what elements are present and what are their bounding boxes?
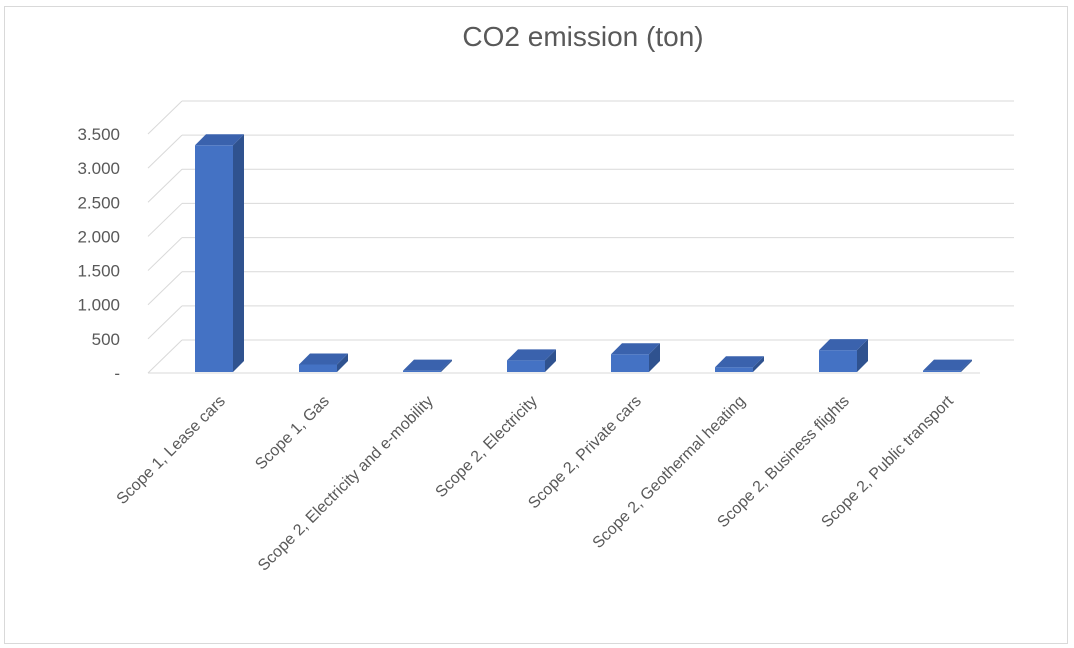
y-tick-label: 500 bbox=[92, 330, 120, 349]
bar bbox=[611, 343, 660, 372]
y-tick-label: 3.500 bbox=[77, 125, 120, 144]
bar bbox=[923, 359, 972, 372]
gridline-depth bbox=[147, 305, 183, 340]
bar-front bbox=[403, 370, 441, 372]
bar bbox=[819, 339, 868, 372]
bar-side bbox=[649, 343, 660, 372]
bar-side bbox=[545, 349, 556, 372]
y-tick-label: 1.000 bbox=[77, 296, 120, 315]
y-tick-label: 2.500 bbox=[77, 193, 120, 212]
chart-title: CO2 emission (ton) bbox=[462, 21, 703, 52]
bars bbox=[195, 134, 972, 372]
y-tick-label: 1.500 bbox=[77, 262, 120, 281]
x-tick-label: Scope 2, Electricity and e-mobility bbox=[255, 393, 437, 575]
bar bbox=[507, 349, 556, 372]
bar-front bbox=[195, 145, 233, 372]
y-axis: - 500 1.000 1.500 2.000 2.500 3.000 3.500 bbox=[77, 125, 120, 383]
gridline-depth bbox=[147, 168, 183, 203]
bar-side bbox=[753, 356, 764, 372]
x-tick-label: Scope 2, Private cars bbox=[525, 393, 645, 513]
gridline-depth bbox=[147, 203, 183, 237]
bar-front bbox=[507, 360, 545, 372]
bar-top bbox=[299, 353, 348, 365]
x-tick-label: Scope 1, Gas bbox=[252, 393, 333, 474]
bar-top bbox=[195, 134, 244, 146]
chart-frame bbox=[4, 6, 1068, 644]
y-tick-label: 3.000 bbox=[77, 159, 120, 178]
bar-front bbox=[299, 364, 337, 372]
bar-top bbox=[611, 343, 660, 355]
bar-top bbox=[403, 359, 452, 371]
bar-side bbox=[233, 134, 244, 372]
bar bbox=[195, 134, 244, 372]
bar-front bbox=[611, 354, 649, 372]
bar-front bbox=[923, 370, 961, 372]
bar-front bbox=[715, 367, 753, 372]
bar-top bbox=[507, 349, 556, 361]
bar-side bbox=[961, 359, 972, 372]
bar-side bbox=[337, 353, 348, 372]
bar-side bbox=[857, 339, 868, 372]
bar-front bbox=[819, 350, 857, 372]
gridline-depth bbox=[147, 134, 183, 169]
bar-top bbox=[923, 359, 972, 371]
y-tick-label: - bbox=[114, 364, 120, 383]
gridline-depth bbox=[147, 339, 183, 374]
bar bbox=[715, 356, 764, 372]
x-tick-label: Scope 1, Lease cars bbox=[114, 393, 229, 508]
gridline-depth bbox=[147, 271, 183, 306]
bar-top bbox=[715, 356, 764, 368]
gridline-depth bbox=[147, 237, 183, 271]
gridlines bbox=[147, 100, 1014, 374]
bar bbox=[403, 359, 452, 372]
bar-side bbox=[441, 359, 452, 372]
x-tick-label: Scope 2, Electricity bbox=[433, 393, 541, 501]
bar bbox=[299, 353, 348, 372]
bar-top bbox=[819, 339, 868, 351]
gridline-depth bbox=[147, 100, 183, 135]
y-tick-label: 2.000 bbox=[77, 227, 120, 246]
